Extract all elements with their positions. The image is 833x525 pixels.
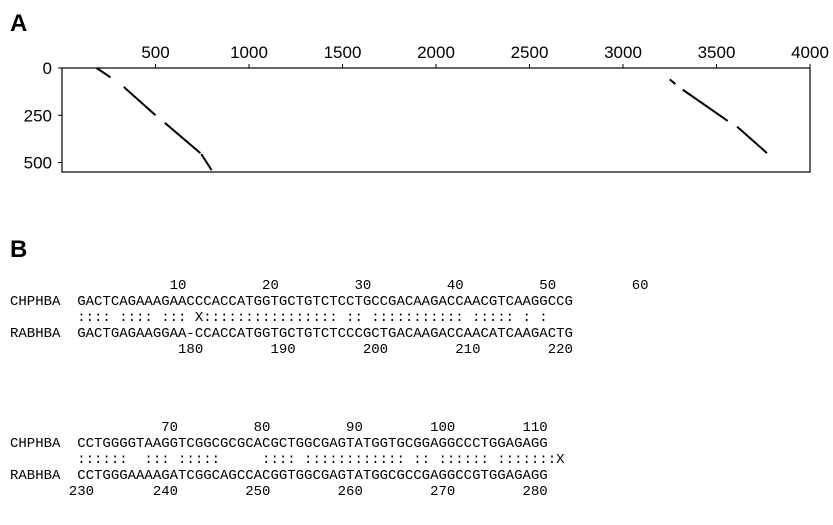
x-tick-label: 4000: [791, 43, 829, 62]
x-tick-label: 1000: [230, 43, 268, 62]
similarity-segment: [736, 125, 768, 154]
rabhba-sequence-2: RABHBA CCTGGGAAAAGATCGGCAGCCACGGTGGCGAGT…: [10, 468, 548, 484]
panel-b-label: B: [10, 236, 28, 263]
y-tick-label: 0: [43, 59, 52, 78]
y-tick-group: 0 250 500: [24, 59, 62, 173]
segment-group: [96, 67, 768, 171]
chphba-sequence-1: CHPHBA GACTCAGAAAGAACCCACCATGGTGCTGTCTCC…: [10, 294, 573, 310]
x-tick-label: 3000: [604, 43, 642, 62]
y-tick-label: 500: [24, 154, 52, 173]
x-tick-label: 2000: [417, 43, 455, 62]
plot-frame: [61, 67, 811, 173]
similarity-segment: [200, 153, 213, 171]
x-tick-label: 2500: [511, 43, 549, 62]
top-numbers-1: 10 20 30 40 50 60: [10, 278, 649, 294]
x-tick-group: 500 1000 1500 2000 2500 3000 3500 4000: [141, 43, 829, 68]
match-line-1: :::: :::: ::: X:::::::::::::::: :: :::::…: [10, 310, 548, 326]
dot-plot-chart: 500 1000 1500 2000 2500 3000 3500 4000 0 250 500: [24, 43, 829, 173]
rabhba-sequence-1: RABHBA GACTGAGAAGGAA-CCACCATGGTGCTGTCTCC…: [10, 326, 573, 342]
bottom-numbers-2: 230 240 250 260 270 280: [10, 484, 548, 500]
match-line-2: :::::: ::: ::::: :::: :::::::::::: :: ::…: [10, 452, 565, 468]
bottom-numbers-1: 180 190 200 210 220: [10, 342, 573, 358]
x-tick-label: 500: [141, 43, 169, 62]
chphba-sequence-2: CHPHBA CCTGGGGTAAGGTCGGCGCGCACGCTGGCGAGT…: [10, 436, 548, 452]
panel-a-label: A: [10, 10, 28, 37]
similarity-segment: [123, 86, 157, 117]
top-numbers-2: 70 80 90 100 110: [10, 420, 548, 436]
y-tick-label: 250: [24, 106, 52, 125]
similarity-segment: [669, 78, 677, 85]
x-tick-label: 1500: [324, 43, 362, 62]
similarity-segment: [682, 88, 729, 122]
similarity-segment: [164, 122, 202, 154]
similarity-segment: [96, 67, 112, 79]
x-tick-label: 3500: [698, 43, 736, 62]
